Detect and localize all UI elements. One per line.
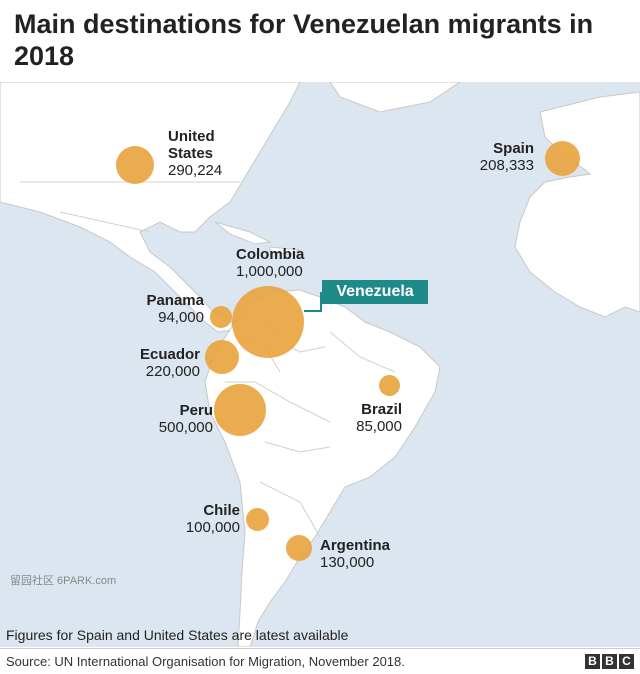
map-title: Main destinations for Venezuelan migrant… — [14, 9, 594, 71]
bubble-spain — [545, 141, 580, 176]
label-panama-value: 94,000 — [158, 309, 204, 326]
footnote: Figures for Spain and United States are … — [6, 627, 349, 643]
label-spain-name: Spain — [493, 140, 534, 157]
caribbean-islands — [214, 221, 301, 255]
label-united-states: United States 290,224 — [168, 128, 228, 179]
label-spain: Spain 208,333 — [466, 140, 534, 174]
label-argentina-value: 130,000 — [320, 554, 375, 571]
bbc-logo-letter-2: B — [602, 654, 617, 669]
label-chile-value: 100,000 — [185, 519, 240, 536]
bubble-chile — [246, 508, 269, 531]
map-area: United States 290,224 Spain 208,333 Colo… — [0, 82, 640, 647]
label-colombia-name: Colombia — [236, 246, 305, 263]
label-united-states-value: 290,224 — [168, 162, 223, 179]
label-argentina: Argentina 130,000 — [320, 537, 390, 571]
label-peru: Peru 500,000 — [140, 402, 213, 436]
label-ecuador-value: 220,000 — [145, 363, 200, 380]
venezuela-pointer-vertical — [320, 292, 322, 312]
label-ecuador: Ecuador 220,000 — [122, 346, 200, 380]
north-america-land — [0, 82, 301, 333]
bubble-argentina — [286, 535, 312, 561]
bubble-united-states — [116, 146, 154, 184]
greenland-land — [329, 82, 461, 113]
europe-africa-land — [514, 91, 640, 318]
bbc-logo: B B C — [585, 654, 634, 669]
label-spain-value: 208,333 — [479, 157, 534, 174]
label-brazil-name: Brazil — [361, 401, 402, 418]
watermark: 留园社区 6PARK.com — [10, 575, 117, 587]
label-brazil: Brazil 85,000 — [340, 401, 402, 435]
label-chile-name: Chile — [203, 502, 240, 519]
label-panama: Panama 94,000 — [130, 292, 204, 326]
label-united-states-name: United States — [168, 128, 215, 162]
label-panama-name: Panama — [146, 292, 204, 309]
label-colombia: Colombia 1,000,000 — [236, 246, 304, 280]
label-brazil-value: 85,000 — [356, 418, 402, 435]
bubble-brazil — [379, 375, 400, 396]
label-ecuador-name: Ecuador — [139, 346, 200, 363]
label-peru-value: 500,000 — [158, 419, 213, 436]
footer-divider — [0, 648, 640, 649]
bbc-logo-letter-3: C — [619, 654, 634, 669]
label-peru-name: Peru — [179, 402, 213, 419]
label-colombia-value: 1,000,000 — [236, 263, 303, 280]
venezuela-pointer-horizontal — [304, 310, 322, 312]
bbc-logo-letter-1: B — [585, 654, 600, 669]
bubble-peru — [214, 384, 266, 436]
bubble-colombia — [232, 286, 304, 358]
venezuela-label: Venezuela — [322, 280, 428, 304]
bubble-ecuador — [205, 340, 239, 374]
bubble-panama — [210, 306, 232, 328]
label-argentina-name: Argentina — [320, 537, 391, 554]
map-svg — [0, 82, 640, 647]
source-text: Source: UN International Organisation fo… — [6, 654, 405, 669]
label-chile: Chile 100,000 — [170, 502, 240, 536]
